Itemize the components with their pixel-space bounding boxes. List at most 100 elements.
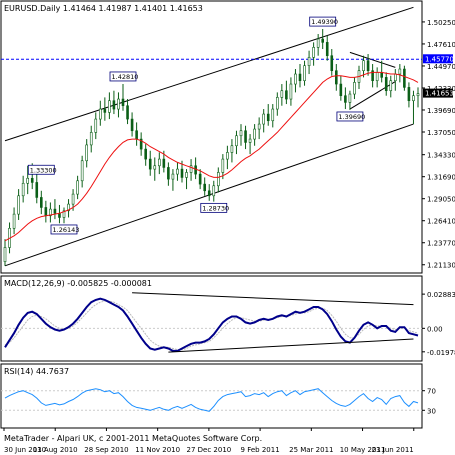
- macd-tick-label: 0.028837: [427, 291, 455, 299]
- candle: [117, 92, 120, 118]
- candle-body: [62, 210, 66, 218]
- macd-axis: 0.028837 0.00 -0.01978: [422, 291, 455, 357]
- candle: [316, 34, 320, 56]
- candle-body: [148, 158, 152, 170]
- macd-tick-label: 0.00: [427, 325, 443, 333]
- candle-body: [330, 55, 334, 72]
- candle: [285, 80, 288, 105]
- time-tick-label: 25 Mar 2011: [289, 446, 333, 454]
- candle-body: [3, 247, 7, 262]
- candle: [307, 50, 311, 75]
- rsi-line: [4, 388, 419, 412]
- candle-body: [80, 160, 84, 182]
- candle: [230, 139, 234, 163]
- candle-body: [17, 195, 20, 215]
- footer-copyright: MetaTrader - Alpari UK, c 2001-2011 Meta…: [4, 434, 262, 443]
- price-tick-label: 1.26410: [427, 218, 455, 226]
- current-price-badge-text: 1.41653: [425, 90, 454, 98]
- candle-body: [207, 190, 211, 197]
- candle-body: [103, 108, 107, 113]
- candle-body: [416, 93, 420, 97]
- time-tick-label: 13 Aug 2010: [33, 446, 78, 454]
- price-tick-label: 1.23770: [427, 240, 455, 248]
- candle: [139, 132, 143, 156]
- candle: [203, 177, 206, 196]
- candle: [298, 64, 302, 88]
- candle-body: [194, 165, 197, 175]
- candle: [167, 162, 170, 186]
- price-tick-label: 1.37050: [427, 129, 455, 137]
- candle: [339, 75, 343, 101]
- time-tick-label: 28 Sep 2010: [84, 446, 128, 454]
- candle-body: [407, 87, 411, 102]
- candle-body: [335, 70, 338, 85]
- price-tick-label: 1.39690: [427, 107, 455, 115]
- macd-panel: MACD(12,26,9) -0.005825 -0.000081 0.0288…: [0, 275, 455, 362]
- price-label-box: [109, 71, 137, 82]
- candle: [108, 92, 111, 120]
- price-label-box: [309, 16, 337, 27]
- candle: [17, 189, 20, 220]
- candle-body: [162, 158, 166, 168]
- candle: [26, 165, 29, 195]
- candle-body: [226, 152, 229, 160]
- candle-body: [371, 70, 374, 82]
- candle: [362, 55, 365, 78]
- candle-body: [112, 100, 116, 110]
- candle-body: [108, 100, 111, 113]
- candle: [80, 155, 84, 188]
- candle: [158, 152, 161, 175]
- price-label: 1.28730: [200, 202, 229, 213]
- candle-body: [253, 128, 256, 140]
- candle-body: [212, 185, 216, 197]
- candle-body: [35, 182, 39, 198]
- price-tick-label: 1.29050: [427, 196, 455, 204]
- candle: [239, 124, 243, 146]
- candle: [244, 125, 247, 150]
- candle-body: [126, 105, 129, 120]
- candle-body: [325, 42, 329, 56]
- candle-body: [312, 47, 315, 58]
- candle: [257, 117, 261, 140]
- candle-body: [26, 177, 29, 184]
- candle: [253, 124, 256, 146]
- price-label-box: [27, 164, 55, 175]
- candle: [289, 77, 293, 106]
- candle-body: [298, 73, 302, 82]
- candle: [89, 125, 93, 153]
- price-panel-frame: [0, 0, 423, 274]
- candle: [76, 175, 79, 200]
- candle-body: [353, 82, 356, 95]
- candle-body: [394, 73, 397, 82]
- price-label-text: 1.42810: [112, 73, 139, 81]
- price-tick-label: 1.44970: [427, 63, 455, 71]
- time-tick-label: 11 Nov 2010: [135, 446, 180, 454]
- candle: [416, 87, 420, 108]
- candle: [371, 64, 374, 88]
- candle: [398, 64, 402, 83]
- candle: [130, 112, 134, 137]
- moving-average-line: [4, 71, 419, 242]
- candle: [407, 82, 411, 108]
- candle-body: [285, 90, 288, 100]
- candle-body: [262, 113, 265, 125]
- macd-tick-label: -0.01978: [427, 349, 455, 357]
- price-panel: EURUSD.Daily 1.41464 1.41987 1.41401 1.4…: [0, 0, 455, 274]
- candle: [353, 77, 356, 100]
- candle: [99, 100, 102, 126]
- price-tick-label: 1.21130: [427, 262, 455, 270]
- time-tick-label: 10 May 2011: [340, 446, 386, 454]
- price-label-box: [200, 202, 228, 213]
- candle-body: [271, 108, 275, 122]
- current-price-badge-bg: [423, 88, 453, 98]
- candle: [198, 169, 202, 190]
- price-tick-label: 1.50250: [427, 19, 455, 27]
- price-label-text: 1.28730: [202, 204, 229, 212]
- candle: [49, 202, 52, 223]
- candle: [67, 199, 70, 218]
- candle: [217, 167, 220, 193]
- candle-body: [76, 180, 79, 195]
- candle: [248, 134, 252, 155]
- time-tick-label: 27 Dec 2010: [187, 446, 232, 454]
